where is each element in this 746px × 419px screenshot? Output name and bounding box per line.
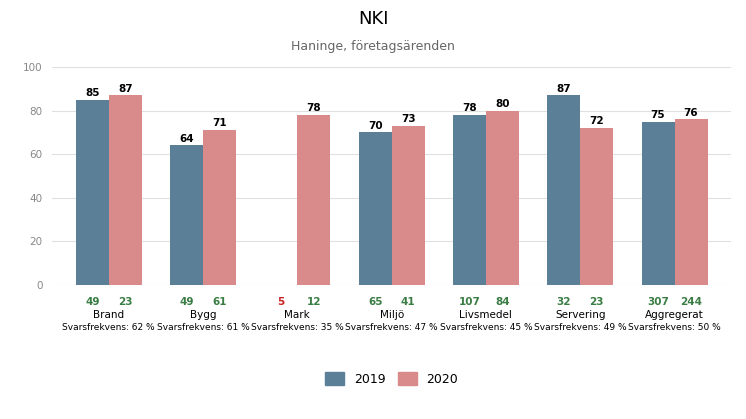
Legend: 2019, 2020: 2019, 2020 bbox=[319, 366, 465, 392]
Text: 23: 23 bbox=[118, 297, 133, 307]
Text: Svarsfrekvens: 49 %: Svarsfrekvens: 49 % bbox=[534, 323, 627, 332]
Text: 61: 61 bbox=[213, 297, 227, 307]
Bar bbox=[486, 111, 519, 285]
Text: 307: 307 bbox=[647, 297, 669, 307]
Text: 5: 5 bbox=[278, 297, 284, 307]
Bar bbox=[298, 115, 330, 285]
Text: 71: 71 bbox=[213, 119, 227, 129]
Text: 23: 23 bbox=[589, 297, 604, 307]
Bar bbox=[453, 115, 486, 285]
Text: 107: 107 bbox=[459, 297, 480, 307]
Text: Miljö: Miljö bbox=[380, 310, 404, 320]
Text: 49: 49 bbox=[85, 297, 99, 307]
Text: 32: 32 bbox=[557, 297, 571, 307]
Text: Servering: Servering bbox=[555, 310, 606, 320]
Text: Svarsfrekvens: 61 %: Svarsfrekvens: 61 % bbox=[157, 323, 249, 332]
Text: 244: 244 bbox=[680, 297, 702, 307]
Text: 80: 80 bbox=[495, 99, 510, 109]
Bar bbox=[203, 130, 236, 285]
Bar bbox=[359, 132, 392, 285]
Text: 73: 73 bbox=[401, 114, 416, 124]
Text: 49: 49 bbox=[179, 297, 194, 307]
Text: 85: 85 bbox=[85, 88, 99, 98]
Text: 64: 64 bbox=[179, 134, 194, 144]
Text: 70: 70 bbox=[368, 121, 383, 131]
Bar bbox=[109, 96, 142, 285]
Text: 78: 78 bbox=[462, 103, 477, 113]
Text: 78: 78 bbox=[307, 103, 322, 113]
Text: 41: 41 bbox=[401, 297, 416, 307]
Bar bbox=[76, 100, 109, 285]
Text: Svarsfrekvens: 50 %: Svarsfrekvens: 50 % bbox=[628, 323, 721, 332]
Bar bbox=[674, 119, 707, 285]
Bar bbox=[392, 126, 424, 285]
Text: Svarsfrekvens: 45 %: Svarsfrekvens: 45 % bbox=[439, 323, 532, 332]
Text: Svarsfrekvens: 47 %: Svarsfrekvens: 47 % bbox=[345, 323, 438, 332]
Text: Aggregerat: Aggregerat bbox=[645, 310, 704, 320]
Text: Svarsfrekvens: 35 %: Svarsfrekvens: 35 % bbox=[251, 323, 344, 332]
Text: Bygg: Bygg bbox=[189, 310, 216, 320]
Text: 87: 87 bbox=[118, 84, 133, 93]
Bar bbox=[642, 122, 674, 285]
Text: Svarsfrekvens: 62 %: Svarsfrekvens: 62 % bbox=[63, 323, 155, 332]
Text: 87: 87 bbox=[557, 84, 571, 93]
Text: 75: 75 bbox=[651, 110, 665, 120]
Text: Haninge, företagsärenden: Haninge, företagsärenden bbox=[291, 40, 455, 53]
Text: 12: 12 bbox=[307, 297, 321, 307]
Text: Livsmedel: Livsmedel bbox=[460, 310, 513, 320]
Text: Brand: Brand bbox=[93, 310, 125, 320]
Text: 84: 84 bbox=[495, 297, 510, 307]
Bar bbox=[580, 128, 613, 285]
Bar bbox=[548, 96, 580, 285]
Text: 72: 72 bbox=[589, 116, 604, 126]
Text: 65: 65 bbox=[368, 297, 383, 307]
Text: Mark: Mark bbox=[284, 310, 310, 320]
Text: 76: 76 bbox=[683, 108, 698, 118]
Text: NKI: NKI bbox=[358, 10, 388, 28]
Bar bbox=[170, 145, 203, 285]
